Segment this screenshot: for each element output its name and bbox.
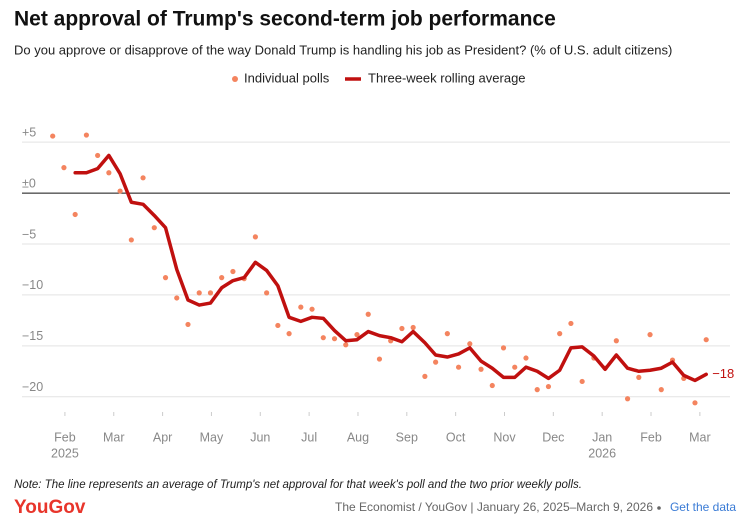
x-tick-label: Jan	[592, 430, 612, 444]
x-tick-label: Dec	[542, 430, 564, 444]
poll-dot	[647, 332, 653, 338]
legend-swatch	[232, 76, 238, 82]
poll-dot	[557, 331, 563, 337]
poll-dot	[174, 295, 180, 301]
poll-dot	[128, 237, 134, 243]
poll-dot	[512, 364, 518, 370]
poll-dot	[545, 383, 552, 390]
x-tick-label: Feb	[54, 430, 76, 444]
x-tick-label: Feb	[640, 430, 662, 444]
poll-dot	[117, 188, 123, 194]
poll-dot	[478, 366, 484, 372]
poll-dot	[534, 387, 540, 393]
poll-dot	[106, 170, 112, 176]
poll-dot	[83, 132, 90, 138]
poll-dot	[230, 268, 236, 275]
y-tick-label: −15	[22, 329, 43, 343]
x-tick-label: Mar	[689, 430, 711, 444]
poll-dot	[286, 331, 292, 337]
end-value-label: −18	[712, 366, 734, 381]
source: The Economist / YouGov | January 26, 202…	[335, 500, 653, 514]
x-tick-label: Aug	[347, 430, 369, 444]
x-tick-label: Sep	[396, 430, 418, 444]
y-tick-label: −20	[22, 380, 43, 394]
poll-dot	[433, 359, 439, 365]
chart-subtitle: Do you approve or disapprove of the way …	[14, 42, 672, 57]
poll-dot	[151, 225, 157, 231]
y-tick-label: ±0	[22, 176, 36, 190]
poll-dot	[207, 290, 214, 296]
rolling-average-line	[73, 153, 708, 383]
poll-dot	[275, 322, 281, 329]
poll-dot	[309, 306, 315, 312]
poll-dot	[320, 335, 326, 341]
x-tick-label: Apr	[153, 430, 172, 444]
y-tick-label: +5	[22, 125, 36, 139]
poll-dot	[331, 336, 338, 342]
poll-dot	[658, 387, 664, 393]
poll-dot	[568, 320, 574, 327]
y-tick-label: −5	[22, 227, 36, 241]
x-year-label: 2026	[588, 446, 616, 460]
poll-dot	[613, 338, 619, 344]
poll-dot	[410, 324, 416, 331]
poll-dot	[185, 321, 191, 328]
poll-dot	[399, 325, 405, 332]
legend-label: Individual polls	[244, 70, 330, 85]
poll-dot	[61, 165, 67, 171]
x-tick-label: Nov	[493, 430, 516, 444]
poll-dot	[219, 275, 225, 281]
x-tick-label: Jun	[250, 430, 270, 444]
x-tick-label: Oct	[446, 430, 466, 444]
poll-dot	[636, 374, 642, 380]
poll-dot	[354, 332, 360, 338]
poll-dot	[264, 290, 270, 296]
poll-dot	[196, 290, 202, 296]
x-tick-label: May	[200, 430, 224, 444]
x-tick-label: Jul	[301, 430, 317, 444]
poll-dot	[624, 396, 631, 402]
logo: YouGov	[14, 497, 86, 518]
poll-dot	[692, 400, 698, 406]
poll-dot	[162, 275, 169, 281]
note: Note: The line represents an average of …	[14, 479, 582, 491]
get-data-link[interactable]: Get the data	[670, 500, 736, 514]
y-tick-label: −10	[22, 278, 43, 292]
x-year-label: 2025	[51, 446, 79, 460]
poll-dot	[72, 211, 78, 218]
poll-dot	[376, 356, 383, 362]
poll-dot	[500, 345, 507, 351]
poll-dot	[422, 373, 428, 379]
legend-label: Three-week rolling average	[368, 70, 526, 85]
poll-dot	[50, 133, 56, 139]
poll-dot	[444, 331, 450, 337]
poll-dot	[140, 175, 146, 181]
x-tick-label: Mar	[103, 430, 125, 444]
poll-dot	[365, 311, 371, 317]
poll-dot	[579, 378, 585, 385]
chart-title: Net approval of Trump's second-term job …	[14, 8, 556, 31]
poll-dot	[95, 152, 101, 159]
poll-dot	[252, 234, 258, 240]
poll-dot	[523, 355, 529, 361]
poll-dot	[467, 341, 473, 347]
separator	[657, 506, 661, 510]
poll-dot	[343, 342, 349, 348]
poll-dot	[489, 382, 495, 389]
poll-dot	[703, 337, 709, 343]
poll-dot	[298, 304, 304, 310]
poll-dot	[455, 364, 462, 370]
